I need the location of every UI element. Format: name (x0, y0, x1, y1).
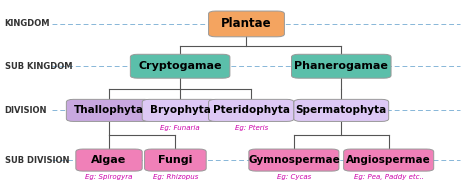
Text: Eg: Rhizopus: Eg: Rhizopus (153, 174, 198, 180)
Text: Eg: Funaria: Eg: Funaria (160, 125, 200, 131)
Text: Eg: Pea, Paddy etc..: Eg: Pea, Paddy etc.. (354, 174, 424, 180)
Text: Plantae: Plantae (221, 17, 272, 30)
Text: SUB DIVISION: SUB DIVISION (5, 156, 69, 164)
Text: Phanerogamae: Phanerogamae (294, 61, 388, 71)
FancyBboxPatch shape (292, 54, 391, 78)
FancyBboxPatch shape (294, 99, 389, 121)
FancyBboxPatch shape (76, 149, 142, 171)
FancyBboxPatch shape (66, 99, 152, 121)
Text: KINGDOM: KINGDOM (5, 20, 50, 28)
Text: Eg: Pteris: Eg: Pteris (235, 125, 268, 131)
Text: Angiospermae: Angiospermae (346, 155, 431, 165)
Text: Algae: Algae (91, 155, 127, 165)
Text: Pteridophyta: Pteridophyta (213, 105, 290, 115)
FancyBboxPatch shape (249, 149, 339, 171)
Text: Fungi: Fungi (158, 155, 192, 165)
FancyBboxPatch shape (344, 149, 434, 171)
FancyBboxPatch shape (209, 11, 284, 37)
FancyBboxPatch shape (142, 99, 218, 121)
Text: Eg: Cycas: Eg: Cycas (277, 174, 311, 180)
Text: Eg: Spirogyra: Eg: Spirogyra (85, 174, 133, 180)
Text: Bryophyta: Bryophyta (150, 105, 210, 115)
Text: Cryptogamae: Cryptogamae (138, 61, 222, 71)
Text: Gymnospermae: Gymnospermae (248, 155, 340, 165)
Text: DIVISION: DIVISION (5, 106, 47, 115)
Text: Thallophyta: Thallophyta (74, 105, 144, 115)
FancyBboxPatch shape (145, 149, 206, 171)
Text: Spermatophyta: Spermatophyta (296, 105, 387, 115)
FancyBboxPatch shape (209, 99, 294, 121)
Text: SUB KINGDOM: SUB KINGDOM (5, 62, 72, 71)
FancyBboxPatch shape (130, 54, 230, 78)
